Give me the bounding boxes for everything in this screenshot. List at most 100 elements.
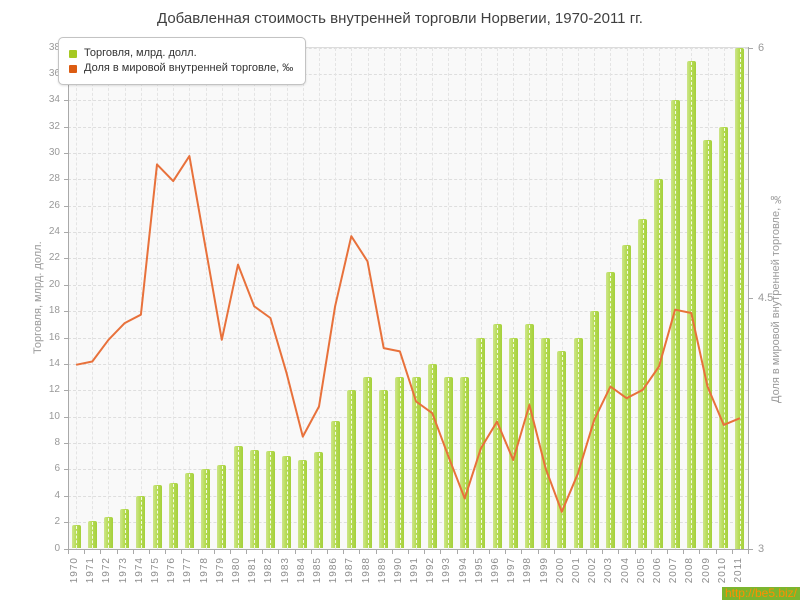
bar-2009[interactable] bbox=[703, 139, 713, 549]
x-tick-label-2006: 2006 bbox=[651, 556, 663, 583]
x-tick-label-1974: 1974 bbox=[133, 556, 145, 583]
left-axis-tick-label: 18 bbox=[48, 305, 60, 317]
x-tick-label-1995: 1995 bbox=[473, 556, 485, 583]
x-tick-label-1980: 1980 bbox=[231, 556, 242, 583]
share-series-swatch-icon bbox=[69, 64, 77, 73]
bar-2010[interactable] bbox=[719, 126, 729, 549]
bar-1977[interactable] bbox=[184, 473, 194, 549]
x-axis-tick bbox=[505, 549, 507, 554]
bar-2007[interactable] bbox=[670, 100, 680, 549]
bar-1984[interactable] bbox=[298, 460, 308, 549]
bar-1973[interactable] bbox=[120, 508, 130, 549]
x-tick-label-1998: 1998 bbox=[522, 556, 534, 583]
h-gridline bbox=[68, 205, 748, 207]
left-axis-tick bbox=[64, 416, 68, 418]
bar-2003[interactable] bbox=[605, 271, 615, 549]
x-tick-label-2004: 2004 bbox=[619, 556, 631, 583]
bar-1994[interactable] bbox=[460, 377, 470, 549]
bar-1982[interactable] bbox=[265, 450, 275, 549]
legend-item-trade[interactable]: Торговля, млрд. долл. bbox=[69, 47, 293, 60]
x-axis-tick bbox=[132, 549, 134, 554]
bar-1975[interactable] bbox=[152, 485, 162, 549]
bar-2004[interactable] bbox=[622, 245, 632, 549]
v-gridline bbox=[140, 47, 142, 549]
bar-1971[interactable] bbox=[87, 520, 97, 549]
x-axis-tick bbox=[310, 549, 312, 554]
bar-2005[interactable] bbox=[638, 218, 648, 549]
left-axis-tick bbox=[64, 100, 68, 102]
x-axis-tick bbox=[569, 549, 571, 554]
bar-1981[interactable] bbox=[249, 449, 259, 549]
left-axis-tick-label: 8 bbox=[54, 437, 60, 449]
bar-1988[interactable] bbox=[363, 377, 373, 549]
bar-1997[interactable] bbox=[508, 337, 518, 549]
x-axis-tick bbox=[262, 549, 264, 554]
x-axis-tick bbox=[165, 549, 167, 554]
bar-1989[interactable] bbox=[379, 390, 389, 549]
x-tick-label-1994: 1994 bbox=[457, 556, 469, 583]
bar-1990[interactable] bbox=[395, 377, 405, 549]
h-gridline bbox=[68, 522, 748, 524]
v-gridline bbox=[92, 47, 94, 549]
bar-1980[interactable] bbox=[233, 445, 243, 549]
bar-1978[interactable] bbox=[201, 469, 211, 549]
bar-1995[interactable] bbox=[476, 337, 486, 549]
x-axis-tick bbox=[553, 549, 555, 554]
x-tick-label-2007: 2007 bbox=[668, 556, 680, 583]
bar-1996[interactable] bbox=[492, 324, 502, 549]
bar-1976[interactable] bbox=[168, 482, 178, 549]
x-axis-tick bbox=[634, 549, 636, 554]
right-axis-tick-label: 6 bbox=[758, 41, 765, 54]
left-axis-tick-label: 24 bbox=[48, 226, 60, 238]
x-axis-tick bbox=[618, 549, 620, 554]
x-axis-tick bbox=[229, 549, 231, 554]
left-axis-tick-label: 6 bbox=[54, 463, 60, 475]
legend-item-share[interactable]: Доля в мировой внутренней торговле, ‰ bbox=[69, 62, 293, 75]
bar-1998[interactable] bbox=[524, 324, 534, 549]
x-tick-label-2001: 2001 bbox=[571, 556, 582, 583]
left-axis-tick bbox=[64, 443, 68, 445]
bar-1974[interactable] bbox=[136, 495, 146, 549]
right-axis-line bbox=[748, 47, 749, 549]
bar-1999[interactable] bbox=[541, 337, 551, 549]
bar-2000[interactable] bbox=[557, 350, 567, 549]
left-axis-tick-label: 22 bbox=[48, 252, 60, 264]
x-tick-label-1991: 1991 bbox=[409, 556, 421, 583]
bar-1983[interactable] bbox=[282, 456, 292, 549]
right-axis-tick bbox=[749, 298, 753, 299]
x-axis-tick bbox=[148, 549, 150, 554]
h-gridline bbox=[68, 100, 748, 102]
v-gridline bbox=[173, 47, 175, 549]
bar-1972[interactable] bbox=[103, 516, 113, 549]
bar-1992[interactable] bbox=[427, 363, 437, 549]
bar-2006[interactable] bbox=[654, 179, 664, 549]
watermark-link[interactable]: http://be5.biz/ bbox=[721, 587, 800, 600]
x-tick-label-1986: 1986 bbox=[328, 556, 340, 583]
x-axis-tick bbox=[488, 549, 490, 554]
left-axis-tick bbox=[64, 311, 68, 313]
bar-1979[interactable] bbox=[217, 465, 227, 549]
bar-1993[interactable] bbox=[443, 377, 453, 549]
h-gridline bbox=[68, 73, 748, 75]
x-tick-label-1983: 1983 bbox=[279, 556, 291, 583]
x-tick-label-1978: 1978 bbox=[198, 556, 210, 583]
x-axis-tick bbox=[246, 549, 248, 554]
x-axis-tick bbox=[100, 549, 102, 554]
x-tick-label-1996: 1996 bbox=[490, 556, 502, 583]
left-axis-tick-label: 30 bbox=[48, 146, 60, 158]
x-axis-tick bbox=[586, 549, 588, 554]
bar-1991[interactable] bbox=[411, 377, 421, 549]
x-tick-label-1979: 1979 bbox=[214, 556, 226, 583]
x-tick-label-1988: 1988 bbox=[360, 556, 372, 583]
bar-2008[interactable] bbox=[686, 60, 696, 549]
bar-2002[interactable] bbox=[589, 311, 599, 549]
bar-1970[interactable] bbox=[71, 524, 81, 549]
left-axis-line bbox=[68, 47, 69, 549]
bar-2001[interactable] bbox=[573, 337, 583, 549]
left-axis-tick-label: 10 bbox=[48, 410, 60, 422]
bar-1987[interactable] bbox=[346, 390, 356, 549]
bar-1985[interactable] bbox=[314, 452, 324, 549]
x-tick-label-2005: 2005 bbox=[635, 556, 647, 583]
bar-2011[interactable] bbox=[735, 47, 745, 549]
bar-1986[interactable] bbox=[330, 420, 340, 549]
